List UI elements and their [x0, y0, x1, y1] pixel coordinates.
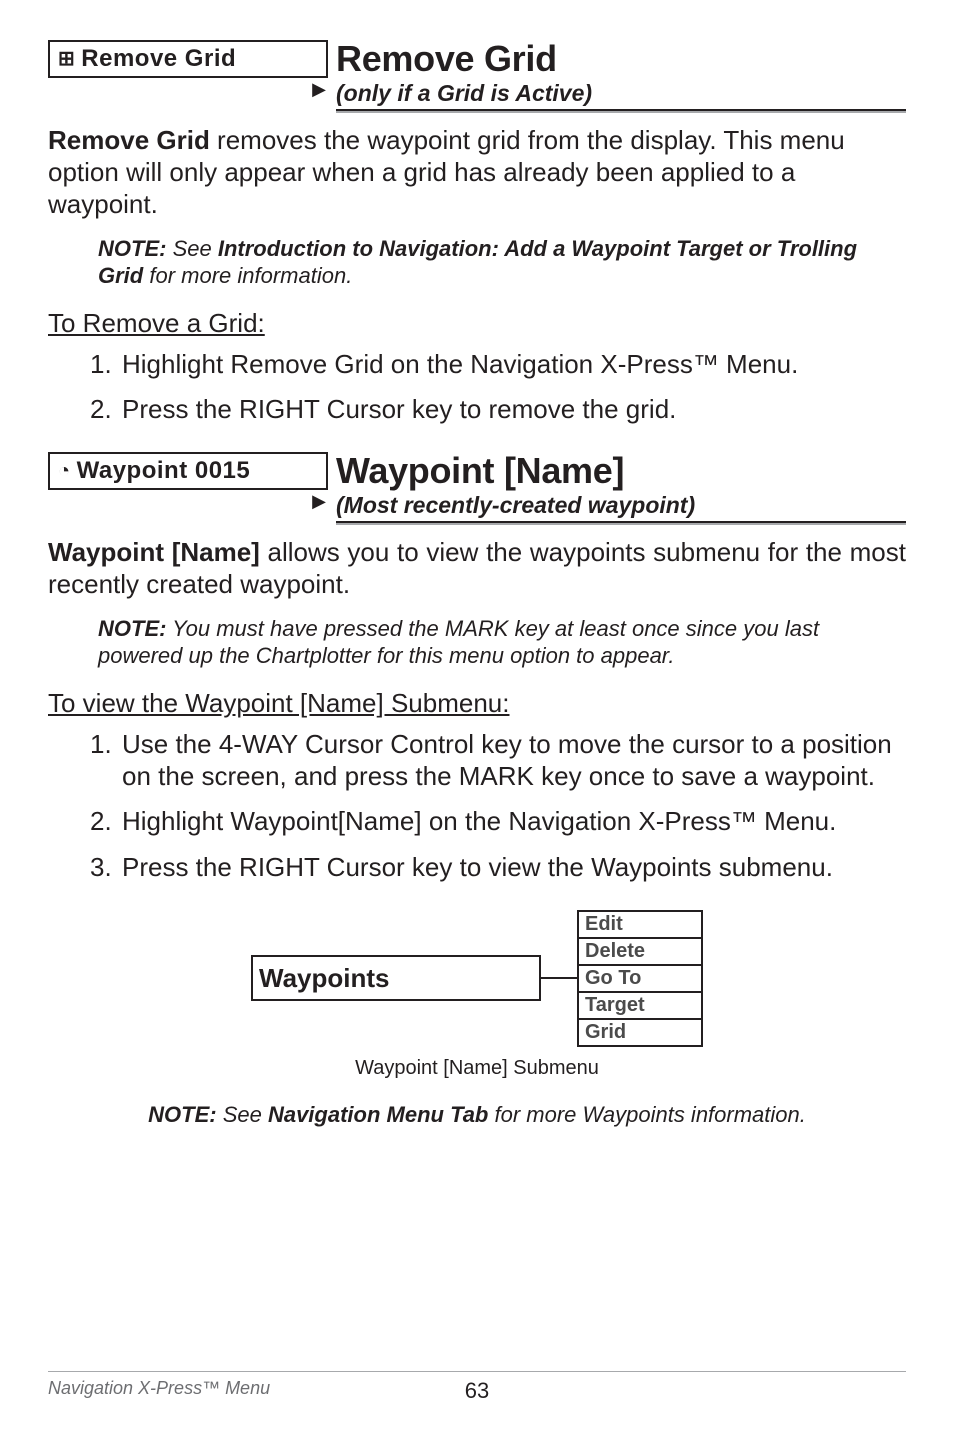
- step-num: 1.: [90, 729, 122, 792]
- title-block-1: Remove Grid (only if a Grid is Active): [336, 40, 906, 123]
- section-subtitle-1: (only if a Grid is Active): [336, 80, 906, 108]
- section2-note: NOTE: You must have pressed the MARK key…: [98, 615, 906, 670]
- page-number: 63: [465, 1378, 489, 1404]
- waypoint-menu-box: ◔ Waypoint 0015: [48, 452, 328, 490]
- note2-mid2: for more Waypoints information.: [488, 1102, 806, 1127]
- note2-mid1: See: [217, 1102, 268, 1127]
- list-item: 1.Highlight Remove Grid on the Navigatio…: [90, 349, 898, 381]
- remove-grid-menu-box: ⊞ Remove Grid: [48, 40, 328, 78]
- step-text: Press the RIGHT Cursor key to view the W…: [122, 852, 833, 884]
- arrow-icon-2: ▶: [312, 492, 326, 510]
- section1-note: NOTE: See Introduction to Navigation: Ad…: [98, 235, 906, 290]
- note-mid2-1: for more information.: [143, 263, 352, 288]
- step-num: 2.: [90, 806, 122, 838]
- waypoint-icon: ◔: [58, 461, 71, 481]
- note2-lead: NOTE:: [148, 1102, 216, 1127]
- submenu-caption: Waypoint [Name] Submenu: [48, 1057, 906, 1080]
- section1-header: ⊞ Remove Grid ▶ Remove Grid (only if a G…: [48, 40, 906, 123]
- waypoints-options: Edit Delete Go To Target Grid: [577, 910, 703, 1047]
- waypoints-label-box: Waypoints: [251, 955, 541, 1001]
- menu-box-wrap-1: ⊞ Remove Grid ▶: [48, 40, 328, 98]
- step-num: 2.: [90, 394, 122, 426]
- menu-box-label: Remove Grid: [81, 45, 236, 73]
- title-block-2: Waypoint [Name] (Most recently-created w…: [336, 452, 906, 535]
- note2-bold: Navigation Menu Tab: [268, 1102, 488, 1127]
- submenu-diagram: Waypoints Edit Delete Go To Target Grid: [48, 910, 906, 1047]
- footer-row: Navigation X-Press™ Menu 63: [48, 1378, 906, 1399]
- hr-light-1: [336, 111, 906, 113]
- step-text: Press the RIGHT Cursor key to remove the…: [122, 394, 676, 426]
- submenu-option-edit: Edit: [577, 910, 703, 939]
- section2-note2: NOTE: See Navigation Menu Tab for more W…: [48, 1102, 906, 1128]
- grid-icon: ⊞: [58, 49, 75, 69]
- section-title-2: Waypoint [Name]: [336, 452, 906, 490]
- step-text: Highlight Waypoint[Name] on the Navigati…: [122, 806, 836, 838]
- menu-box-wrap-2: ◔ Waypoint 0015 ▶: [48, 452, 328, 510]
- list-item: 1.Use the 4-WAY Cursor Control key to mo…: [90, 729, 898, 792]
- submenu-inner: Waypoints Edit Delete Go To Target Grid: [251, 910, 703, 1047]
- footer-divider: [48, 1371, 906, 1372]
- intro-bold-1: Remove Grid: [48, 125, 210, 155]
- hr-light-2: [336, 523, 906, 525]
- submenu-option-grid: Grid: [577, 1018, 703, 1047]
- section2-steps: 1.Use the 4-WAY Cursor Control key to mo…: [48, 729, 906, 884]
- list-item: 3.Press the RIGHT Cursor key to view the…: [90, 852, 898, 884]
- step-text: Highlight Remove Grid on the Navigation …: [122, 349, 798, 381]
- list-item: 2.Press the RIGHT Cursor key to remove t…: [90, 394, 898, 426]
- submenu-option-target: Target: [577, 991, 703, 1020]
- list-item: 2.Highlight Waypoint[Name] on the Naviga…: [90, 806, 898, 838]
- section-title-1: Remove Grid: [336, 40, 906, 78]
- section2-intro: Waypoint [Name] allows you to view the w…: [48, 537, 906, 600]
- page-footer: Navigation X-Press™ Menu 63: [48, 1371, 906, 1399]
- footer-section-name: Navigation X-Press™ Menu: [48, 1378, 270, 1399]
- note-rest-2: You must have pressed the MARK key at le…: [98, 616, 819, 669]
- submenu-option-goto: Go To: [577, 964, 703, 993]
- connector-line: [541, 977, 577, 979]
- section1-intro: Remove Grid removes the waypoint grid fr…: [48, 125, 906, 220]
- step-num: 1.: [90, 349, 122, 381]
- intro-bold-2: Waypoint [Name]: [48, 537, 260, 567]
- note-lead-1: NOTE:: [98, 236, 166, 261]
- note-lead-2: NOTE:: [98, 616, 166, 641]
- menu-box-label-2: Waypoint 0015: [77, 457, 251, 485]
- section2-subhead: To view the Waypoint [Name] Submenu:: [48, 688, 906, 719]
- step-text: Use the 4-WAY Cursor Control key to move…: [122, 729, 898, 792]
- arrow-icon-1: ▶: [312, 80, 326, 98]
- submenu-option-delete: Delete: [577, 937, 703, 966]
- section2-header: ◔ Waypoint 0015 ▶ Waypoint [Name] (Most …: [48, 452, 906, 535]
- section-subtitle-2: (Most recently-created waypoint): [336, 492, 906, 520]
- section1-steps: 1.Highlight Remove Grid on the Navigatio…: [48, 349, 906, 426]
- section1-subhead: To Remove a Grid:: [48, 308, 906, 339]
- note-mid1-1: See: [166, 236, 217, 261]
- step-num: 3.: [90, 852, 122, 884]
